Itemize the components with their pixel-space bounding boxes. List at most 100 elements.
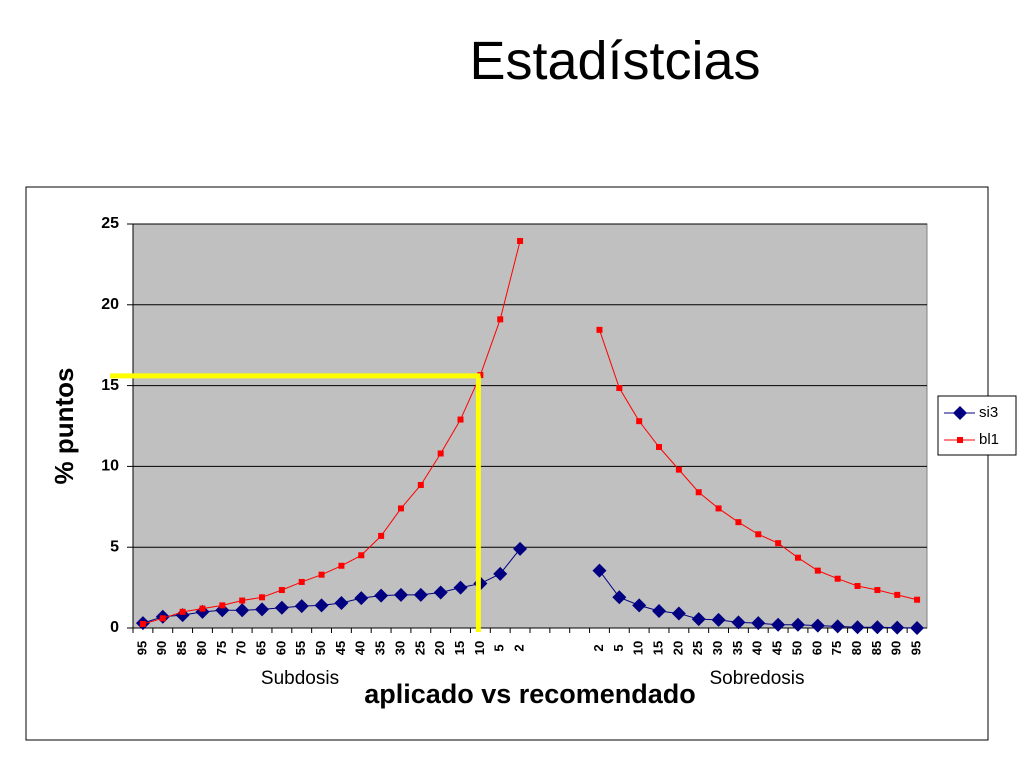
marker xyxy=(830,619,845,634)
marker xyxy=(179,608,186,615)
marker xyxy=(215,603,230,618)
marker xyxy=(437,450,444,457)
marker xyxy=(235,603,250,618)
marker xyxy=(139,620,146,627)
marker xyxy=(632,598,647,613)
marker xyxy=(592,563,607,578)
marker xyxy=(616,385,623,392)
marker xyxy=(453,580,468,595)
marker xyxy=(771,617,786,632)
marker xyxy=(397,505,404,512)
x-tick-label: 25 xyxy=(412,641,427,655)
y-tick-label: 20 xyxy=(101,296,119,313)
x-tick-label: 35 xyxy=(730,641,745,655)
marker xyxy=(914,596,921,603)
x-tick-label: 45 xyxy=(333,641,348,655)
marker xyxy=(953,406,967,420)
y-axis-label: % puntos xyxy=(49,368,79,485)
marker xyxy=(874,587,881,594)
y-tick-label: 25 xyxy=(101,215,119,232)
x-tick-label: 30 xyxy=(392,641,407,655)
marker xyxy=(417,481,424,488)
marker xyxy=(294,599,309,614)
marker xyxy=(850,620,865,635)
legend-label: si3 xyxy=(979,404,998,421)
marker xyxy=(358,552,365,559)
x-tick-label: 10 xyxy=(472,641,487,655)
x-tick-label: 85 xyxy=(174,641,189,655)
marker xyxy=(691,612,706,627)
x-tick-label: 15 xyxy=(452,641,467,655)
x-tick-label: 30 xyxy=(710,641,725,655)
annotation: Sobredosis xyxy=(709,668,804,689)
marker xyxy=(636,418,643,425)
marker xyxy=(159,615,166,622)
marker xyxy=(810,618,825,633)
x-tick-label: 60 xyxy=(809,641,824,655)
marker xyxy=(334,595,349,610)
marker xyxy=(695,489,702,496)
y-tick-label: 0 xyxy=(110,619,119,636)
x-tick-label: 35 xyxy=(373,641,388,655)
x-tick-label: 90 xyxy=(889,641,904,655)
y-tick-label: 15 xyxy=(101,377,119,394)
marker xyxy=(255,602,270,617)
marker xyxy=(814,567,821,574)
marker xyxy=(199,605,206,612)
marker xyxy=(274,600,289,615)
marker xyxy=(393,587,408,602)
marker xyxy=(910,621,925,635)
x-tick-label: 2 xyxy=(512,644,527,651)
marker xyxy=(675,466,682,473)
slide-title: Estadístcias xyxy=(469,31,761,91)
marker xyxy=(497,316,504,323)
marker xyxy=(378,532,385,539)
marker xyxy=(894,591,901,598)
marker xyxy=(612,590,627,605)
x-tick-label: 25 xyxy=(690,641,705,655)
marker xyxy=(433,585,448,600)
x-tick-label: 20 xyxy=(432,641,447,655)
x-tick-label: 55 xyxy=(293,641,308,655)
x-tick-label: 95 xyxy=(134,641,149,655)
marker xyxy=(671,606,686,621)
x-axis-label: aplicado vs recomendado xyxy=(364,679,696,709)
marker xyxy=(298,578,305,585)
x-tick-label: 80 xyxy=(849,641,864,655)
x-tick-label: 80 xyxy=(194,641,209,655)
marker xyxy=(711,612,726,627)
marker xyxy=(278,587,285,594)
marker xyxy=(735,519,742,526)
x-tick-label: 2 xyxy=(591,644,606,651)
x-tick-label: 65 xyxy=(253,641,268,655)
marker xyxy=(596,326,603,333)
marker xyxy=(513,541,528,556)
marker xyxy=(834,575,841,582)
x-tick-label: 95 xyxy=(909,641,924,655)
marker xyxy=(219,602,226,609)
marker xyxy=(318,571,325,578)
marker xyxy=(890,620,905,635)
x-tick-label: 60 xyxy=(273,641,288,655)
x-tick-label: 5 xyxy=(492,644,507,651)
marker xyxy=(338,562,345,569)
y-tick-label: 5 xyxy=(110,538,119,555)
x-tick-label: 45 xyxy=(770,641,785,655)
marker xyxy=(413,587,428,602)
x-tick-label: 70 xyxy=(234,641,249,655)
marker xyxy=(457,416,464,423)
marker xyxy=(775,540,782,547)
x-tick-label: 40 xyxy=(750,641,765,655)
x-tick-label: 40 xyxy=(353,641,368,655)
x-tick-label: 90 xyxy=(154,641,169,655)
marker xyxy=(794,554,801,561)
x-tick-label: 75 xyxy=(829,641,844,655)
marker xyxy=(652,604,667,619)
marker xyxy=(870,620,885,635)
x-tick-label: 85 xyxy=(869,641,884,655)
legend xyxy=(937,395,1017,456)
annotation: Subdosis xyxy=(261,668,339,689)
marker xyxy=(259,594,266,601)
